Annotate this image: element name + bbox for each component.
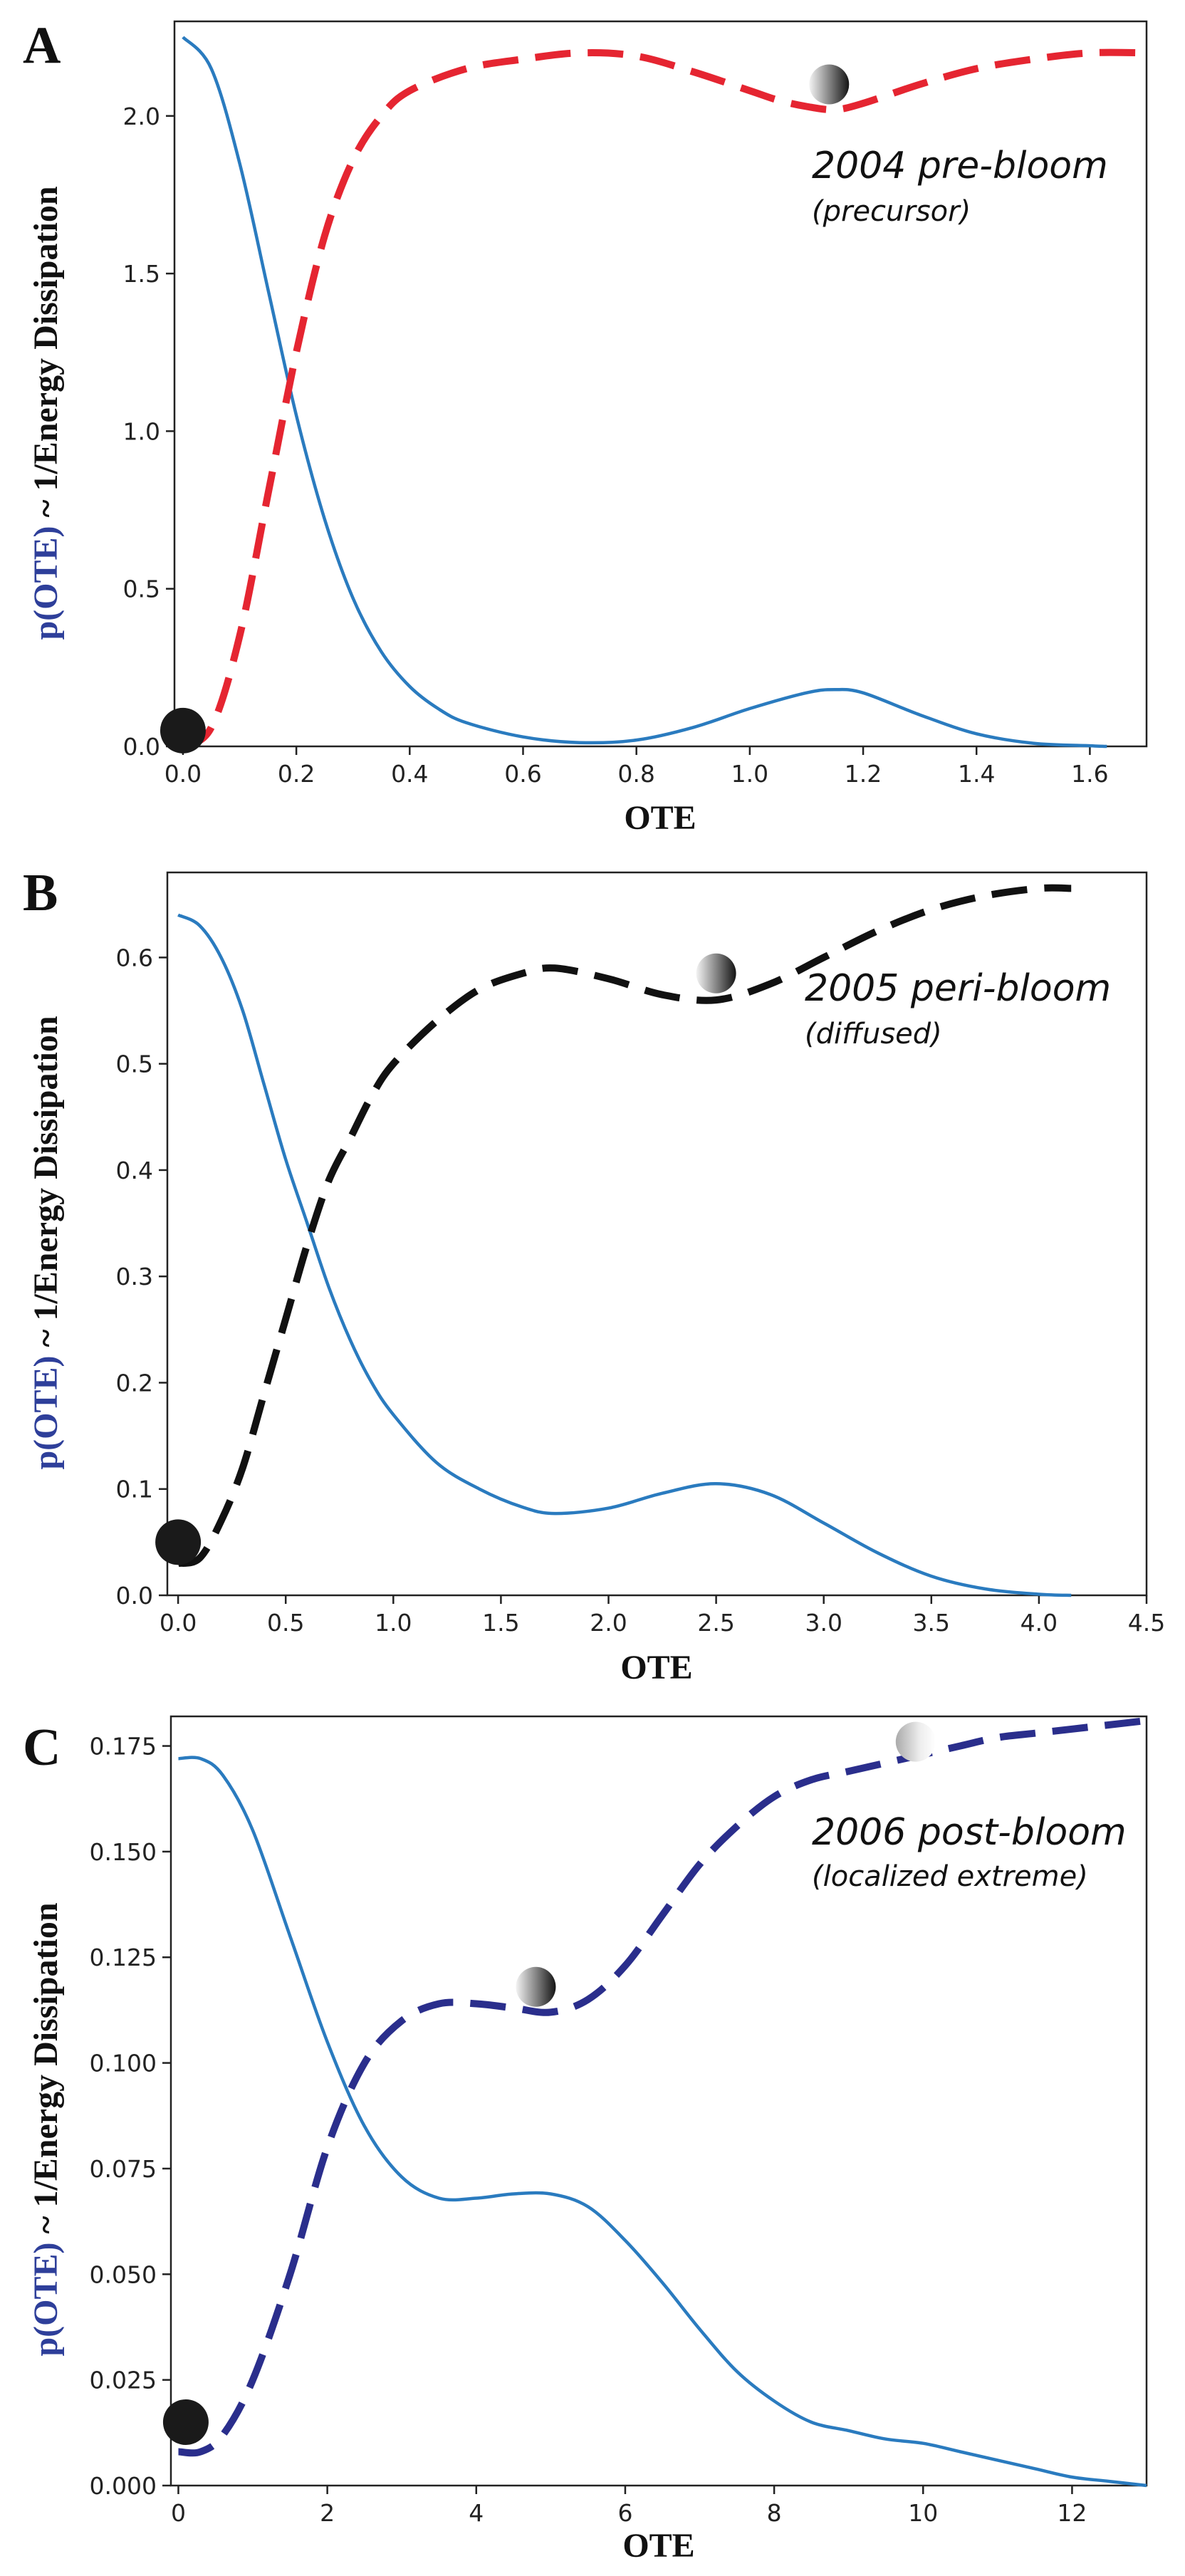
x-tick-label: 4.5 [1128,1609,1165,1637]
annotation-sub-a: (precursor) [812,195,971,228]
markers-a [160,64,850,753]
marker-dark-ball [162,2399,209,2445]
y-axis-label-b: p(OTE) ~ 1/Energy Dissipation [27,1016,65,1469]
y-tick-label: 0.175 [90,1733,157,1761]
y-tick-label: 1.0 [123,417,160,445]
chart-c-svg: C p(OTE) ~ 1/Energy Dissipation 0.0000.0… [23,1715,1148,2565]
panel-letter-a: A [23,16,61,75]
x-tick-label: 1.0 [731,760,768,788]
y-ticks-b: 0.0 0.1 0.2 0.3 0.4 0.5 0.6 [116,944,167,1610]
y-tick-label: 0.2 [116,1369,153,1397]
x-tick-label: 0.4 [391,760,428,788]
y-tick-label: 0.000 [90,2472,157,2500]
series-line-solid-a [182,36,1107,749]
series-line-solid-b [177,913,1072,1597]
y-tick-label: 0.100 [90,2050,157,2077]
annotation-title-c: 2006 post-bloom [812,1811,1127,1854]
x-tick-label: 4 [469,2499,484,2527]
x-tick-label: 6 [617,2499,632,2527]
x-tick-label: 2.0 [590,1609,627,1637]
marker-dark-ball [160,707,206,753]
marker-shaded-ball [696,953,736,994]
plot-frame-c [169,1715,1148,2487]
plot-frame-a [173,20,1148,748]
y-axis-label-rest-b: ~ 1/Energy Dissipation [27,1016,65,1355]
y-tick-label: 0.150 [90,1838,157,1866]
marker-dark-ball [155,1519,202,1565]
y-tick-label: 0.3 [116,1263,153,1290]
annotation-title-b: 2005 peri-bloom [805,967,1111,1010]
x-tick-label: 1.2 [845,760,882,788]
y-axis-label-rest-c: ~ 1/Energy Dissipation [27,1902,65,2242]
x-tick-label: 12 [1057,2499,1087,2527]
x-tick-label: 1.6 [1071,760,1108,788]
x-tick-label: 0.2 [278,760,315,788]
series-line-dashed-b [177,884,1072,1568]
x-tick-label: 0.0 [165,760,202,788]
x-tick-label: 2.5 [697,1609,734,1637]
annotation-title-a: 2004 pre-bloom [812,145,1108,187]
x-tick-label: 3.0 [805,1609,842,1637]
x-tick-label: 0.0 [160,1609,197,1637]
x-tick-label: 1.0 [375,1609,412,1637]
y-axis-label-rest-a: ~ 1/Energy Dissipation [27,186,65,526]
chart-b-svg: B p(OTE) ~ 1/Energy Dissipation 0.00.10.… [23,864,1165,1686]
x-tick-label: 0 [171,2499,186,2527]
marker-light-ball [895,1721,936,1762]
x-ticks-a: 0.0 0.2 0.4 0.6 0.8 1.0 1.2 1.4 1.6 [165,746,1109,788]
x-axis-label-c: OTE [622,2527,694,2565]
y-tick-label: 0.125 [90,1944,157,1971]
annotation-sub-b: (diffused) [805,1018,942,1050]
y-tick-label: 0.050 [90,2260,157,2288]
x-tick-label: 3.5 [913,1609,950,1637]
y-tick-label: 0.1 [116,1476,153,1503]
y-ticks-a: 0.0 0.5 1.0 1.5 2.0 [123,103,174,761]
y-tick-label: 0.025 [90,2367,157,2394]
x-axis-label-a: OTE [624,799,696,837]
x-axis-label-b: OTE [620,1649,692,1686]
y-tick-label: 2.0 [123,103,160,130]
x-tick-label: 4.0 [1020,1609,1058,1637]
panel-c: C p(OTE) ~ 1/Energy Dissipation 0.000 0.0… [0,1702,1185,2576]
y-axis-label-a: p(OTE) ~ 1/Energy Dissipation [27,186,65,640]
y-axis-label-c: p(OTE) ~ 1/Energy Dissipation [27,1902,65,2356]
marker-shaded-ball [809,64,850,105]
x-tick-label: 2 [320,2499,335,2527]
series-line-solid-c [178,1756,1147,2488]
y-axis-label-colored-b: p(OTE) [27,1356,65,1470]
y-tick-label: 0.075 [90,2155,157,2183]
x-ticks-b: 0.0 0.5 1.0 1.5 2.0 2.5 3.0 3.5 4.0 4.5 [160,1595,1165,1637]
x-tick-label: 0.8 [617,760,654,788]
panel-b: B p(OTE) ~ 1/Energy Dissipation 0.0 0.1 0.… [0,848,1185,1702]
x-tick-label: 0.5 [267,1609,304,1637]
y-tick-label: 0.4 [116,1157,153,1184]
y-ticks-c: 0.000 0.025 0.050 0.075 0.100 0.125 0.150 0.175 [90,1733,171,2500]
x-ticks-c: 0 2 4 6 8 10 12 [171,2486,1087,2527]
panel-letter-b: B [23,864,58,922]
y-axis-label-colored-c: p(OTE) [27,2243,65,2357]
y-tick-label: 1.5 [123,260,160,288]
panel-a: A p(OTE) ~ 1/Energy Dissipation 0.0 0.5 1.… [0,0,1185,848]
chart-a-svg: A p(OTE) ~ 1/Energy Dissipation 0.0 0.5 1.… [23,16,1148,837]
y-tick-label: 0.5 [123,575,160,603]
y-tick-label: 0.5 [116,1050,153,1078]
annotation-sub-c: (localized extreme) [812,1860,1088,1893]
y-tick-label: 0.0 [123,733,160,761]
x-tick-label: 1.5 [482,1609,519,1637]
panel-letter-c: C [23,1719,61,1777]
x-tick-label: 10 [908,2499,938,2527]
x-tick-label: 0.6 [504,760,541,788]
series-line-dashed-c [178,1716,1147,2457]
markers-b [155,953,736,1565]
x-tick-label: 8 [767,2499,782,2527]
y-axis-label-colored-a: p(OTE) [27,526,65,640]
x-tick-label: 1.4 [958,760,995,788]
plot-frame-b [166,871,1148,1597]
marker-shaded-ball [516,1966,556,2007]
y-tick-label: 0.0 [116,1582,153,1610]
markers-c [162,1721,936,2445]
y-tick-label: 0.6 [116,944,153,971]
series-line-dashed-a [181,48,1147,750]
